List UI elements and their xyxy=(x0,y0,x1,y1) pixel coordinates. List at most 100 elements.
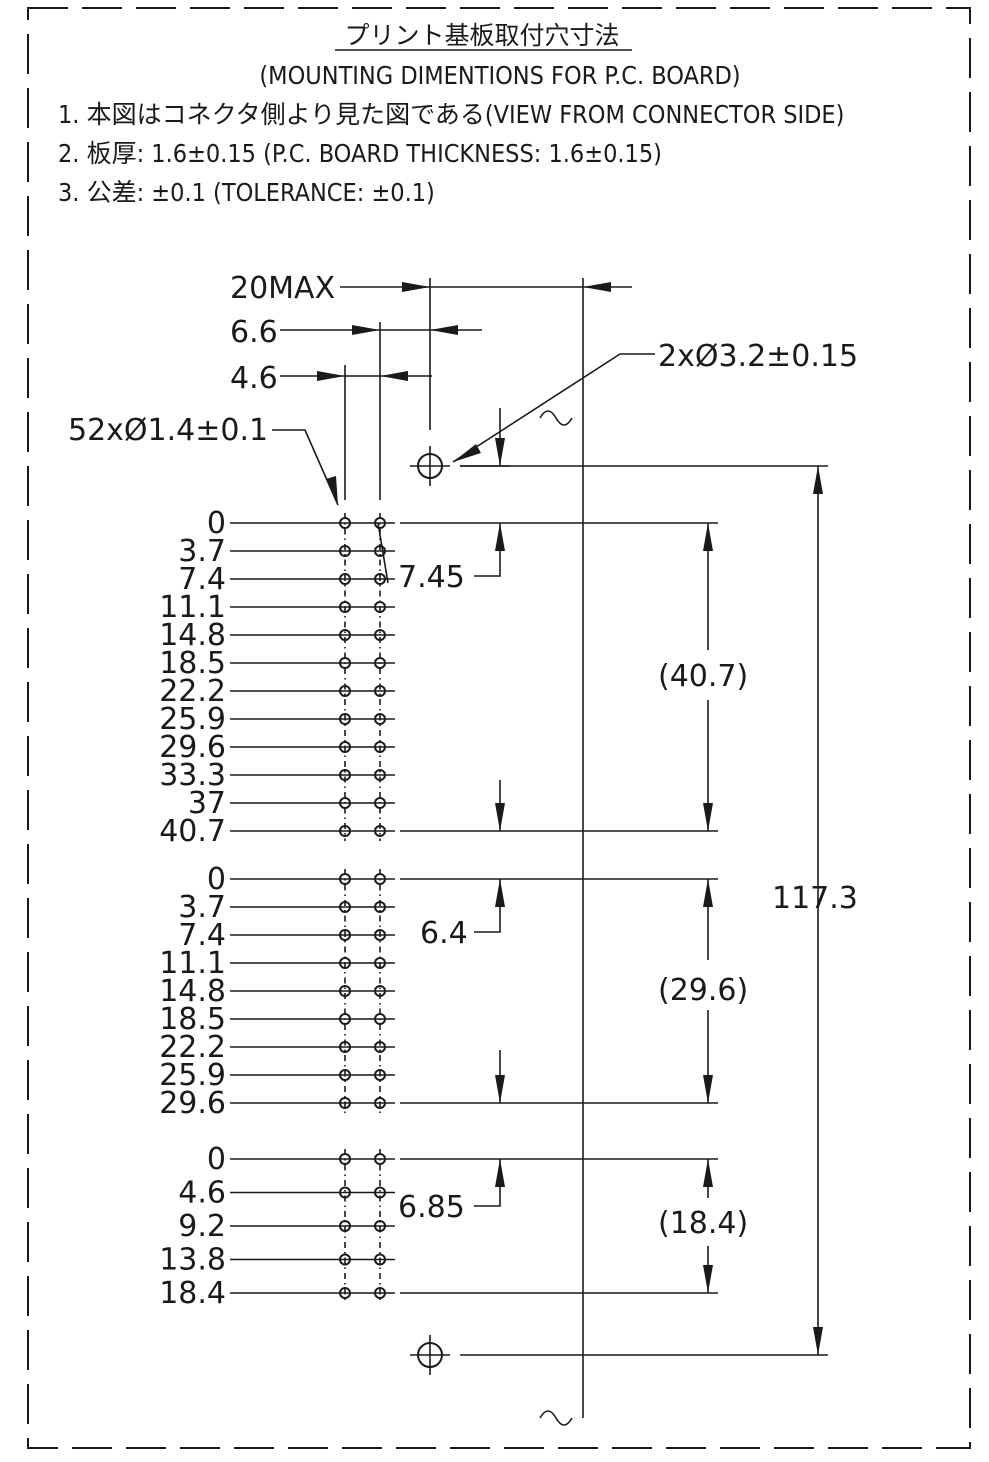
pin-hole xyxy=(339,1153,351,1165)
pin-hole xyxy=(374,601,386,613)
pin-position-label: 37 xyxy=(188,786,226,821)
pin-hole xyxy=(374,1287,386,1299)
pin-hole xyxy=(374,1097,386,1109)
pin-position-label: 25.9 xyxy=(159,702,226,737)
pin-hole xyxy=(339,901,351,913)
dim-span-2: (29.6) xyxy=(658,973,748,1008)
pin-hole xyxy=(374,1041,386,1053)
pin-hole xyxy=(374,797,386,809)
pin-position-label: 14.8 xyxy=(159,618,226,653)
pin-hole xyxy=(374,901,386,913)
pin-hole xyxy=(374,1186,386,1199)
pin-hole xyxy=(374,825,386,837)
pin-position-label: 0 xyxy=(207,1142,226,1177)
dim-pin-hole: 52xØ1.4±0.1 xyxy=(68,413,268,448)
pin-hole xyxy=(374,1069,386,1081)
dim-span-1: (40.7) xyxy=(658,659,748,694)
pin-hole xyxy=(339,957,351,969)
pin-position-label: 3.7 xyxy=(178,534,226,569)
pin-hole xyxy=(339,985,351,997)
pin-hole xyxy=(339,797,351,809)
pin-hole xyxy=(339,517,351,529)
pin-hole xyxy=(374,957,386,969)
note-3: 3. 公差: ±0.1 (TOLERANCE: ±0.1) xyxy=(58,178,435,207)
pin-position-label: 7.4 xyxy=(178,562,226,597)
pin-hole xyxy=(339,1069,351,1081)
pin-position-label: 18.4 xyxy=(159,1276,226,1311)
pin-position-label: 11.1 xyxy=(159,590,226,625)
pin-hole xyxy=(374,657,386,669)
right-dimensions: 117.3 (40.7) (29.6) (18.4) 7.45 xyxy=(377,408,858,1356)
pin-position-label: 22.2 xyxy=(159,1030,226,1065)
pin-hole xyxy=(339,1041,351,1053)
dim-offset-1: 7.45 xyxy=(398,560,465,595)
pin-position-label: 7.4 xyxy=(178,918,226,953)
pin-hole xyxy=(339,825,351,837)
pin-position-label: 0 xyxy=(207,862,226,897)
pin-position-label: 11.1 xyxy=(159,946,226,981)
pin-hole xyxy=(339,1097,351,1109)
pin-hole xyxy=(339,657,351,669)
pin-position-label: 22.2 xyxy=(159,674,226,709)
pin-hole xyxy=(339,685,351,697)
subtitle: (MOUNTING DIMENTIONS FOR P.C. BOARD) xyxy=(259,61,740,90)
pin-hole xyxy=(339,601,351,613)
pin-hole xyxy=(339,573,351,585)
pin-hole xyxy=(374,929,386,941)
dim-span-3: (18.4) xyxy=(658,1206,748,1241)
pin-hole xyxy=(339,1186,351,1199)
pin-hole xyxy=(339,769,351,781)
drawing-frame xyxy=(27,7,971,1449)
pin-position-label: 33.3 xyxy=(159,758,226,793)
pin-hole xyxy=(339,629,351,641)
pin-position-label: 0 xyxy=(207,506,226,541)
pin-hole xyxy=(339,1287,351,1299)
pin-hole xyxy=(374,985,386,997)
mount-hole-bottom xyxy=(410,1335,450,1375)
pin-hole xyxy=(374,629,386,641)
pin-position-label: 14.8 xyxy=(159,974,226,1009)
dim-offset-3: 6.85 xyxy=(398,1190,465,1225)
note-1: 1. 本図はコネクタ側より見た図である(VIEW FROM CONNECTOR … xyxy=(58,100,844,129)
dim-4-6: 4.6 xyxy=(230,361,278,396)
pin-hole xyxy=(339,741,351,753)
pin-position-label: 40.7 xyxy=(159,814,226,849)
pin-hole xyxy=(374,1153,386,1165)
pin-position-label: 18.5 xyxy=(159,646,226,681)
pin-position-label: 4.6 xyxy=(178,1176,226,1211)
pin-hole xyxy=(374,545,386,557)
pin-hole xyxy=(374,769,386,781)
pin-hole xyxy=(339,545,351,557)
pin-position-label: 29.6 xyxy=(159,730,226,765)
pin-position-label: 13.8 xyxy=(159,1243,226,1278)
pin-hole xyxy=(339,1220,351,1232)
pin-hole xyxy=(374,685,386,697)
pin-position-label: 3.7 xyxy=(178,890,226,925)
mount-hole-top xyxy=(410,446,450,486)
pin-position-label: 18.5 xyxy=(159,1002,226,1037)
pin-hole xyxy=(339,1013,351,1025)
note-2: 2. 板厚: 1.6±0.15 (P.C. BOARD THICKNESS: 1… xyxy=(58,139,662,168)
pin-hole xyxy=(339,1253,351,1266)
pin-hole xyxy=(374,517,386,529)
pin-hole xyxy=(339,713,351,725)
pin-hole xyxy=(374,713,386,725)
pin-hole xyxy=(374,873,386,885)
dim-offset-2: 6.4 xyxy=(420,916,468,951)
pin-position-label: 9.2 xyxy=(178,1209,226,1244)
pin-hole xyxy=(374,1253,386,1266)
pin-hole xyxy=(339,929,351,941)
pin-hole xyxy=(374,741,386,753)
dim-overall: 117.3 xyxy=(772,881,858,916)
dim-mount-hole: 2xØ3.2±0.15 xyxy=(658,339,858,374)
top-dimensions: 20MAX 6.6 4.6 2xØ3.2±0.15 52xØ1.4±0.1 xyxy=(68,271,858,1418)
board-edge xyxy=(539,410,573,1426)
pin-position-label: 25.9 xyxy=(159,1058,226,1093)
dim-6-6: 6.6 xyxy=(230,315,278,350)
pin-position-label: 29.6 xyxy=(159,1086,226,1121)
pin-hole xyxy=(374,1013,386,1025)
pin-hole xyxy=(339,873,351,885)
pin-hole xyxy=(374,1220,386,1232)
title: プリント基板取付穴寸法 xyxy=(344,21,619,50)
